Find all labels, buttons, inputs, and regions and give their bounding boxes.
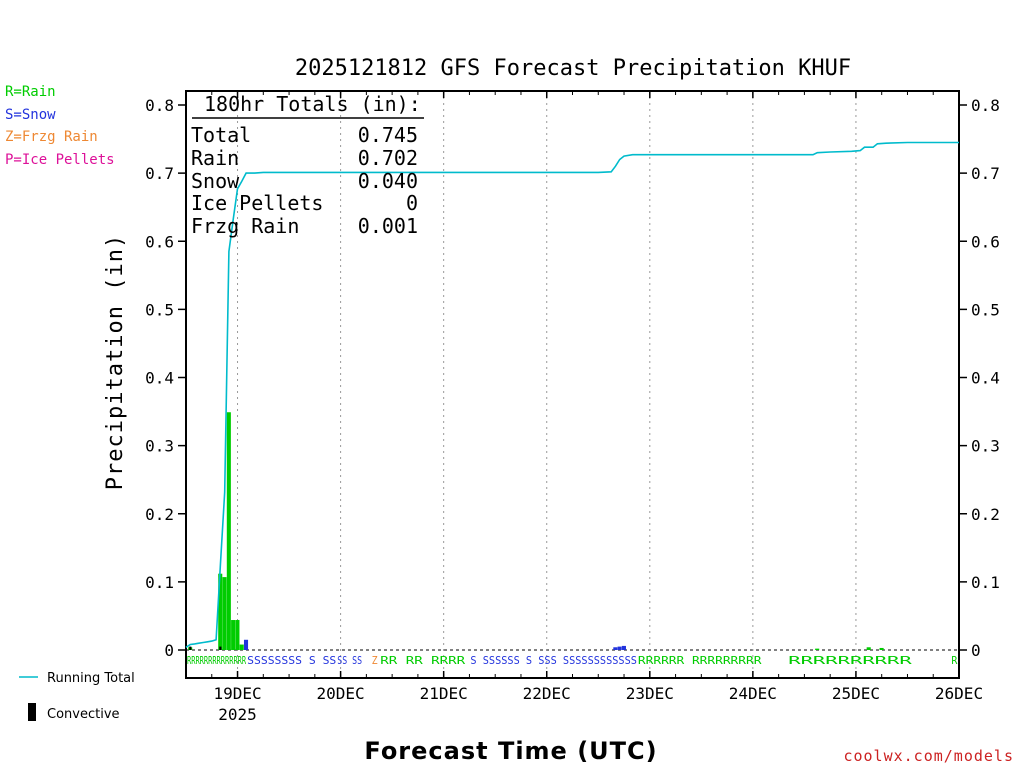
y-tick-label-right: 0.7: [971, 164, 1000, 183]
x-axis: 19DEC 2025 20DEC 21DEC 22DEC 23DEC 24DEC 25DEC 2…: [185, 91, 983, 724]
x-tick-label: 21DEC: [420, 684, 468, 703]
y-axis-label: Precipitation (in): [103, 234, 128, 490]
y-tick-label-right: 0.8: [971, 96, 1000, 115]
y-tick-label-right: 0.1: [971, 573, 1000, 592]
totals-header: 180hr Totals (in):: [204, 92, 421, 116]
totals-rain-value: 0.702: [358, 146, 418, 170]
x-tick-label: 19DEC: [213, 684, 261, 703]
y-tick-label-left: 0.3: [145, 437, 174, 456]
totals-snow-value: 0.040: [358, 169, 418, 193]
bar-convective: [189, 646, 192, 650]
bar-rain: [231, 620, 236, 650]
bar-snow: [621, 645, 626, 650]
bar-rain: [239, 644, 244, 650]
type-legend: R=Rain S=Snow Z=Frzg Rain P=Ice Pellets: [5, 84, 115, 168]
y-tick-label-left: 0.2: [145, 505, 174, 524]
y-tick-label-left: 0: [164, 641, 174, 660]
ptype-label: Z: [372, 654, 378, 667]
chart-title: 2025121812 GFS Forecast Precipitation KH…: [295, 56, 851, 81]
bar-rain: [235, 620, 240, 650]
convective-legend-label: Convective: [47, 707, 120, 722]
running-total-line-group: [185, 141, 959, 648]
ptype-label: RRRRRRRRRR: [788, 654, 912, 667]
bar-snow: [243, 639, 249, 650]
credit: coolwx.com/models: [843, 747, 1014, 765]
x-axis-label: Forecast Time (UTC): [364, 737, 657, 765]
y-tick-label-left: 0.6: [145, 232, 174, 251]
y-tick-label-right: 0: [971, 641, 981, 660]
y-axis: 0 0 0.1 0.1 0.2 0.2 0.3 0.3 0.4 0.4 0.5 0.5 0.6 0.6 0.…: [145, 96, 1000, 660]
ptype-label: SS SS: [337, 654, 362, 667]
type-legend-ice-pellets: P=Ice Pellets: [5, 152, 115, 168]
line-legend: Running Total Convective: [19, 671, 135, 722]
y-tick-label-left: 0.5: [145, 300, 174, 319]
totals-ice-pellets-value: 0: [406, 191, 418, 215]
x-tick-label: 24DEC: [729, 684, 777, 703]
bar-rain: [866, 647, 871, 650]
ptype-row: RRRRRRRRRRRRRR SSSSSSSS S SS SS SS Z RR RR R…: [187, 654, 958, 667]
bar-convective: [219, 646, 222, 650]
bar-rain: [815, 648, 820, 650]
running-total-line: [185, 141, 959, 648]
x-tick-label: 22DEC: [523, 684, 571, 703]
bar-rain: [226, 412, 231, 650]
x-tick-label: 23DEC: [626, 684, 674, 703]
bars: [188, 412, 884, 650]
type-legend-rain: R=Rain: [5, 84, 56, 100]
totals-box: 180hr Totals (in): Total 0.745 Rain 0.70…: [191, 92, 424, 238]
y-tick-label-left: 0.8: [145, 96, 174, 115]
type-legend-snow: S=Snow: [5, 107, 56, 123]
plot-frame: [185, 90, 960, 679]
bar-snow: [613, 647, 618, 650]
grid: [186, 91, 959, 678]
ptype-label: RR RR RRRR: [380, 654, 465, 667]
bar-rain: [218, 573, 223, 650]
ptype-label: SSSSSSSS S SS: [247, 654, 336, 667]
x-tick-sublabel: 2025: [218, 705, 257, 724]
convective-legend-swatch: [28, 703, 36, 721]
type-legend-frzg-rain: Z=Frzg Rain: [5, 129, 98, 145]
x-tick-label: 25DEC: [832, 684, 880, 703]
ptype-label: S SSSSSS S SSS SSSSSSSSSSSS: [470, 654, 636, 667]
ptype-label: RRRRRR RRRRRRRRR: [638, 654, 762, 667]
x-tick-label: 20DEC: [317, 684, 365, 703]
bar-snow: [617, 646, 622, 650]
totals-rain-label: Rain: [191, 146, 239, 170]
y-tick-label-right: 0.6: [971, 232, 1000, 251]
ptype-label: R: [951, 654, 957, 667]
y-tick-label-left: 0.4: [145, 369, 174, 388]
y-tick-label-right: 0.5: [971, 300, 1000, 319]
running-total-legend-label: Running Total: [47, 671, 135, 686]
y-tick-label-left: 0.7: [145, 164, 174, 183]
y-tick-label-right: 0.3: [971, 437, 1000, 456]
totals-snow-label: Snow: [191, 169, 240, 193]
ptype-label: RRRRRRRRRRRRRR: [187, 654, 246, 667]
totals-total-label: Total: [191, 123, 251, 147]
totals-frzg-rain-label: Frzg Rain: [191, 214, 299, 238]
y-tick-label-right: 0.4: [971, 369, 1000, 388]
totals-ice-pellets-label: Ice Pellets: [191, 191, 323, 215]
bar-rain: [879, 647, 884, 650]
totals-frzg-rain-value: 0.001: [358, 214, 418, 238]
totals-total-value: 0.745: [358, 123, 418, 147]
x-tick-label: 26DEC: [935, 684, 983, 703]
y-tick-label-right: 0.2: [971, 505, 1000, 524]
y-tick-label-left: 0.1: [145, 573, 174, 592]
bar-rain: [222, 577, 227, 650]
